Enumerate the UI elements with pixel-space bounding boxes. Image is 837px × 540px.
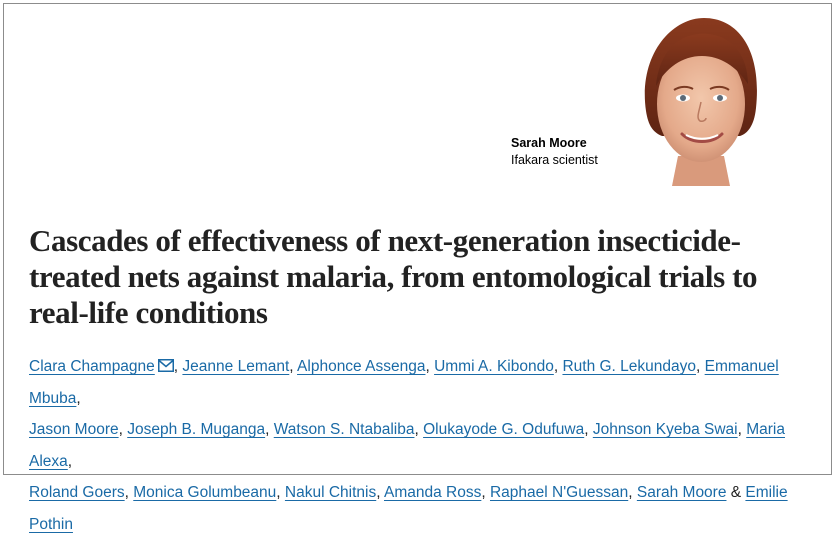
author-separator: , xyxy=(737,421,747,438)
author-link[interactable]: Emmanuel Mbuba xyxy=(29,358,779,407)
author-separator: , xyxy=(173,358,183,375)
author-separator: , xyxy=(414,421,424,438)
author-separator: , xyxy=(628,484,637,501)
author-last-separator: & xyxy=(726,484,746,501)
author-link[interactable]: Johnson Kyeba Swai xyxy=(592,421,738,438)
author-separator: , xyxy=(481,484,490,501)
author-separator: , xyxy=(289,358,298,375)
author-link[interactable]: Ummi A. Kibondo xyxy=(434,358,554,375)
author-separator: , xyxy=(265,421,274,438)
author-link[interactable]: Clara Champagne xyxy=(29,358,155,375)
author-link[interactable]: Amanda Ross xyxy=(384,484,482,501)
author-separator: , xyxy=(553,358,563,375)
scientist-role: Ifakara scientist xyxy=(511,153,598,167)
scientist-name: Sarah Moore xyxy=(511,136,587,150)
page-frame: Sarah Moore Ifakara scientist xyxy=(3,3,832,533)
article-title-line-1: Cascades of effectiveness of next-genera… xyxy=(29,223,741,258)
scientist-photo xyxy=(644,18,757,186)
author-separator: , xyxy=(376,484,384,501)
article-title-line-3: real-life conditions xyxy=(29,295,268,330)
photo-caption: Sarah Moore Ifakara scientist xyxy=(511,135,598,169)
author-separator: , xyxy=(425,358,435,375)
author-link[interactable]: Raphael N'Guessan xyxy=(489,484,629,501)
author-link[interactable]: Jason Moore xyxy=(29,421,119,438)
author-separator: , xyxy=(124,484,134,501)
author-separator: , xyxy=(118,421,128,438)
author-link[interactable]: Watson S. Ntabaliba xyxy=(273,421,415,438)
author-link[interactable]: Jeanne Lemant xyxy=(182,358,290,375)
article-title-line-2: treated nets against malaria, from entom… xyxy=(29,259,758,294)
author-separator: , xyxy=(76,389,81,407)
author-separator: , xyxy=(276,484,285,501)
author-link[interactable]: Roland Goers xyxy=(29,484,125,501)
author-link[interactable]: Monica Golumbeanu xyxy=(133,484,277,501)
author-separator: , xyxy=(67,452,73,470)
article-title: Cascades of effectiveness of next-genera… xyxy=(29,223,819,331)
author-list: Clara Champagne, Jeanne Lemant, Alphonce… xyxy=(29,351,829,540)
author-separator: , xyxy=(696,358,705,375)
author-link[interactable]: Alphonce Assenga xyxy=(297,358,426,375)
author-link[interactable]: Nakul Chitnis xyxy=(284,484,377,501)
author-separator: , xyxy=(584,421,593,438)
author-link[interactable]: Sarah Moore xyxy=(636,484,727,501)
envelope-icon[interactable] xyxy=(157,359,174,372)
author-link[interactable]: Joseph B. Muganga xyxy=(127,421,266,438)
author-link[interactable]: Maria Alexa xyxy=(29,421,785,470)
author-link[interactable]: Ruth G. Lekundayo xyxy=(562,358,697,375)
author-link[interactable]: Olukayode G. Odufuwa xyxy=(423,421,585,438)
